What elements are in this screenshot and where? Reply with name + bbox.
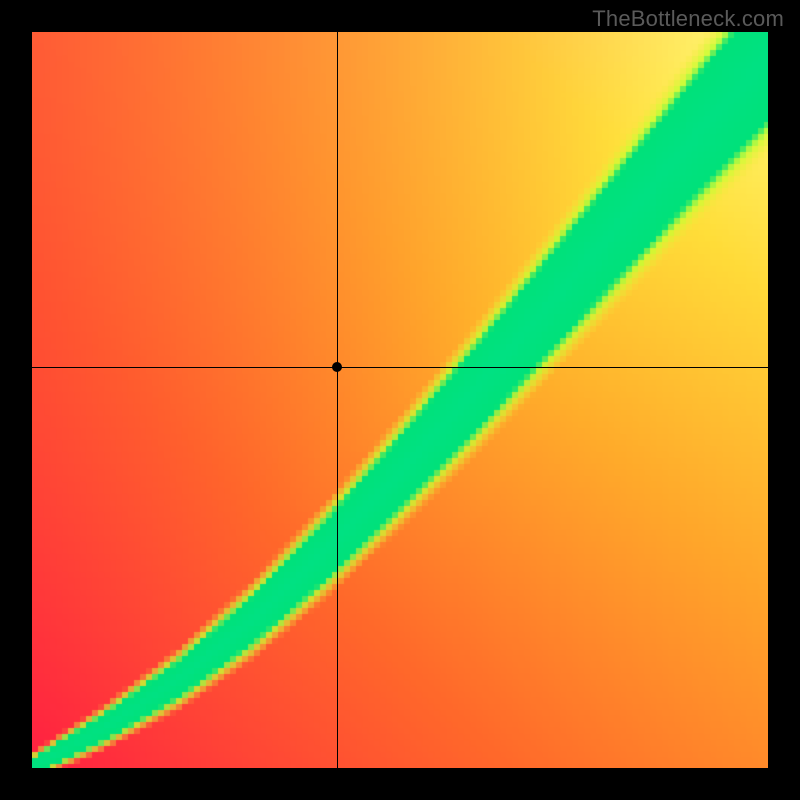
crosshair-horizontal [32, 367, 768, 368]
plot-frame [32, 32, 768, 768]
crosshair-vertical [337, 32, 338, 768]
marker-dot [332, 362, 342, 372]
heatmap-canvas [32, 32, 768, 768]
chart-container: TheBottleneck.com [0, 0, 800, 800]
watermark-text: TheBottleneck.com [592, 6, 784, 32]
